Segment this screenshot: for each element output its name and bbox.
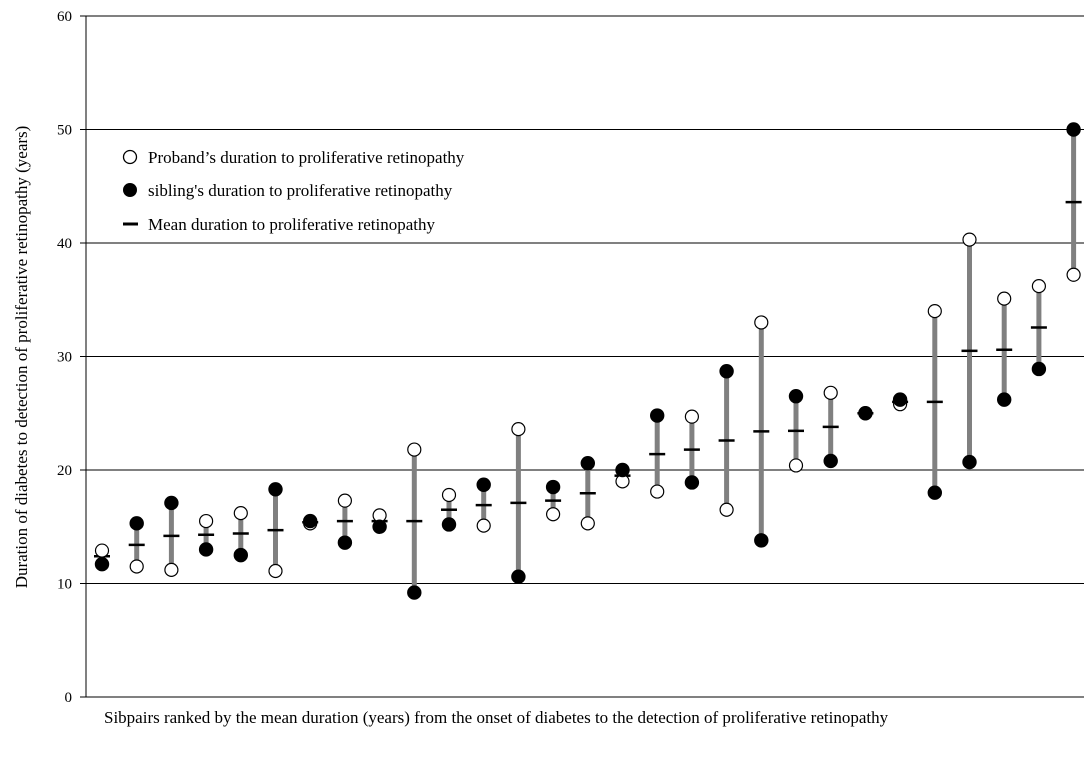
chart: 0 10 20 30 40 50 60 Proband’s duration to prol… [12, 9, 1084, 705]
sibling-point [615, 462, 630, 478]
y-tick-label: 10 [57, 577, 72, 593]
sibling-point [997, 392, 1012, 407]
proband-point [441, 487, 457, 503]
y-tick-label: 20 [57, 463, 72, 479]
proband-point [164, 562, 179, 577]
proband-point [94, 543, 110, 558]
legend-label-mean: Mean duration to proliferative retinopat… [148, 215, 436, 234]
sibling-point [441, 517, 457, 532]
sibling-point [719, 364, 734, 379]
proband-point [268, 563, 283, 579]
sibling-point [962, 454, 977, 470]
sibling-point [788, 389, 804, 404]
proband-point [233, 506, 248, 521]
sibling-point [337, 535, 353, 550]
sibling-point [164, 495, 179, 511]
proband-point [545, 507, 561, 522]
sibling-point [545, 479, 561, 495]
sibling-point [927, 485, 943, 500]
y-tick-label: 50 [57, 123, 72, 139]
sibling-point [650, 408, 665, 423]
sibling-point [303, 513, 318, 529]
proband-point [684, 409, 700, 424]
proband-point [1066, 267, 1081, 282]
proband-point [997, 291, 1012, 306]
y-tick-label: 40 [57, 236, 72, 252]
y-tick-label: 0 [65, 690, 73, 705]
sibling-point [823, 453, 838, 469]
proband-point [580, 516, 595, 531]
y-tick-label: 60 [57, 9, 72, 25]
proband-point [511, 422, 526, 437]
sibling-point [580, 455, 596, 471]
proband-point [823, 385, 838, 400]
sibling-point [1066, 122, 1081, 137]
sibling-point [372, 519, 387, 534]
proband-point [199, 513, 214, 529]
sibling-point [233, 547, 249, 563]
sibling-point [1031, 361, 1047, 377]
sibling-point [684, 475, 700, 490]
proband-point [788, 458, 804, 473]
proband-point [129, 559, 144, 574]
sibling-point [754, 533, 769, 548]
proband-point [927, 304, 942, 319]
proband-point [719, 502, 734, 517]
sibling-point [129, 516, 144, 531]
gridlines [86, 15, 1084, 584]
proband-point [1031, 279, 1047, 294]
sibling-point [858, 406, 873, 421]
sibling-point [892, 392, 908, 407]
legend: Proband’s duration to proliferative reti… [122, 148, 465, 234]
sibling-point [268, 482, 283, 497]
proband-point [337, 493, 352, 508]
y-axis-title: Duration of diabetes to detection of pro… [12, 126, 31, 589]
legend-label-sibling: sibling's duration to proliferative reti… [148, 181, 453, 200]
proband-point [650, 484, 665, 499]
legend-marker-sibling [123, 183, 137, 197]
legend-marker-proband [122, 149, 138, 165]
legend-label-proband: Proband’s duration to proliferative reti… [148, 148, 465, 167]
sibling-point [476, 477, 491, 492]
sibling-point [511, 569, 526, 584]
sibling-point [407, 585, 422, 600]
y-tick-labels: 0 10 20 30 40 50 60 [57, 9, 72, 705]
proband-point [754, 315, 769, 330]
duration-points [94, 122, 1081, 600]
y-tick-label: 30 [57, 350, 72, 366]
sibling-point [94, 557, 110, 572]
proband-point [962, 232, 977, 247]
mean-markers [94, 200, 1082, 558]
proband-point [407, 442, 422, 457]
proband-point [476, 518, 491, 533]
axes [80, 15, 1084, 698]
sibling-point [198, 542, 214, 557]
x-axis-title: Sibpairs ranked by the mean duration (ye… [104, 708, 889, 727]
